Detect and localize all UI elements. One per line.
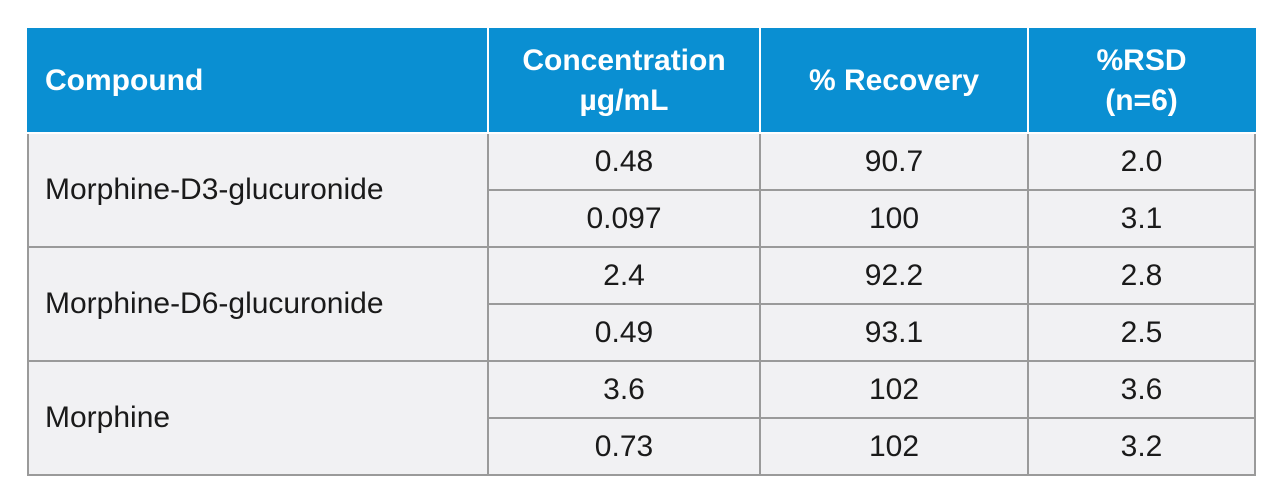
header-concentration-unit: µg/mL — [579, 84, 669, 117]
compound-cell: Morphine-D3-glucuronide — [27, 132, 489, 248]
recovery-table: Compound Concentration µg/mL % Recovery … — [27, 28, 1256, 476]
recovery-cell: 100 — [759, 189, 1029, 248]
rsd-cell: 2.8 — [1027, 246, 1256, 305]
recovery-cell: 92.2 — [759, 246, 1029, 305]
concentration-cell: 0.097 — [487, 189, 761, 248]
header-recovery-label: % Recovery — [808, 64, 980, 97]
header-compound-label: Compound — [45, 64, 204, 97]
table-row: 0.49 93.1 2.5 — [28, 303, 1256, 362]
header-rsd-n: (n=6) — [1105, 84, 1178, 117]
recovery-cell: 102 — [759, 417, 1029, 476]
concentration-cell: 0.73 — [487, 417, 761, 476]
header-concentration: Concentration µg/mL — [487, 28, 761, 134]
rsd-cell: 2.5 — [1027, 303, 1256, 362]
table-row: Morphine-D6-glucuronide 2.4 92.2 2.8 — [27, 246, 1256, 362]
concentration-cell: 0.49 — [487, 303, 761, 362]
recovery-cell: 93.1 — [759, 303, 1029, 362]
table-row: Morphine 3.6 102 3.6 — [27, 360, 1256, 476]
concentration-cell: 2.4 — [487, 246, 761, 305]
table-row: 0.097 100 3.1 — [28, 189, 1256, 248]
rsd-cell: 2.0 — [1027, 132, 1256, 191]
header-compound: Compound — [27, 28, 489, 134]
rsd-cell: 3.6 — [1027, 360, 1256, 419]
table-row: Morphine-D3-glucuronide 0.48 90.7 2.0 — [27, 132, 1256, 248]
compound-cell: Morphine-D6-glucuronide — [27, 246, 489, 362]
recovery-table-container: Compound Concentration µg/mL % Recovery … — [27, 28, 1256, 476]
header-rsd: %RSD (n=6) — [1027, 28, 1256, 134]
compound-cell: Morphine — [27, 360, 489, 476]
recovery-cell: 90.7 — [759, 132, 1029, 191]
rsd-cell: 3.2 — [1027, 417, 1256, 476]
concentration-cell: 3.6 — [487, 360, 761, 419]
header-recovery: % Recovery — [759, 28, 1029, 134]
table-row: 0.73 102 3.2 — [28, 417, 1256, 476]
header-concentration-label: Concentration — [522, 44, 726, 77]
rsd-cell: 3.1 — [1027, 189, 1256, 248]
concentration-cell: 0.48 — [487, 132, 761, 191]
header-rsd-label: %RSD — [1096, 44, 1187, 77]
table-header-row: Compound Concentration µg/mL % Recovery … — [27, 28, 1256, 134]
recovery-cell: 102 — [759, 360, 1029, 419]
